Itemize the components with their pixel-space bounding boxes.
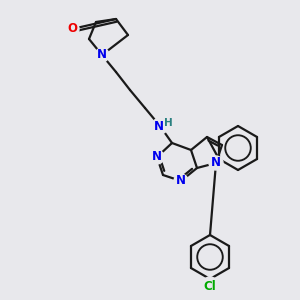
- Text: N: N: [97, 49, 107, 62]
- Circle shape: [95, 48, 109, 62]
- Text: O: O: [67, 22, 77, 35]
- Text: N: N: [152, 151, 162, 164]
- Circle shape: [150, 150, 164, 164]
- Text: N: N: [154, 119, 164, 133]
- Text: N: N: [176, 175, 186, 188]
- Text: N: N: [211, 157, 221, 169]
- Circle shape: [209, 156, 223, 170]
- Circle shape: [152, 118, 168, 134]
- Text: H: H: [164, 118, 172, 128]
- Circle shape: [201, 277, 219, 295]
- Text: Cl: Cl: [204, 280, 216, 292]
- Circle shape: [65, 22, 79, 36]
- Circle shape: [174, 174, 188, 188]
